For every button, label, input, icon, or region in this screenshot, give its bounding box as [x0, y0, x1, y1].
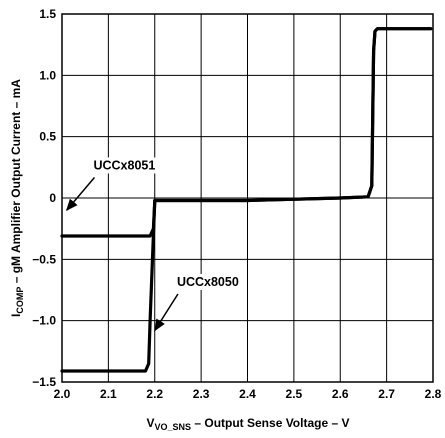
x-tick-label: 2.3 [193, 387, 210, 401]
plot-frame [61, 13, 434, 383]
x-tick-label: 2.7 [378, 387, 395, 401]
x-tick-label: 2.6 [332, 387, 349, 401]
x-axis-label: VVO_SNS – Output Sense Voltage – V [146, 416, 349, 432]
series-line-1 [60, 27, 433, 238]
y-tick-label: −0.5 [32, 252, 56, 266]
x-tick-label: 2.8 [425, 387, 442, 401]
annotation-label: UCCx8051 [93, 158, 155, 172]
annotation-label: UCCx8050 [177, 275, 239, 289]
x-tick-label: 2.0 [54, 387, 71, 401]
y-axis-label: ICOMP – gM Amplifier Output Current – mA [9, 79, 25, 317]
y-tick-label: 0 [49, 191, 56, 205]
annotations: UCCx8051 UCCx8050 [65, 157, 241, 332]
x-tick-labels: 2.0 2.1 2.2 2.3 2.4 2.5 2.6 2.7 2.8 [54, 387, 442, 401]
y-tick-label: −1.0 [32, 314, 56, 328]
y-tick-label: 1.0 [39, 68, 56, 82]
annotation-arrow-1 [65, 176, 96, 212]
series-lines [60, 27, 433, 373]
grid [62, 14, 433, 382]
y-tick-label: −1.5 [32, 375, 56, 389]
y-tick-label: 1.5 [39, 7, 56, 21]
x-tick-label: 2.5 [286, 387, 303, 401]
y-tick-label: 0.5 [39, 130, 56, 144]
x-tick-label: 2.4 [239, 387, 256, 401]
x-tick-label: 2.2 [146, 387, 163, 401]
x-tick-label: 2.1 [100, 387, 117, 401]
annotation-label-background [174, 274, 241, 290]
annotation-arrow-2 [154, 293, 179, 332]
y-tick-labels: −1.5 −1.0 −0.5 0 0.5 1.0 1.5 [32, 7, 56, 389]
series-line-2 [60, 27, 433, 373]
annotation-label-background [91, 157, 158, 174]
